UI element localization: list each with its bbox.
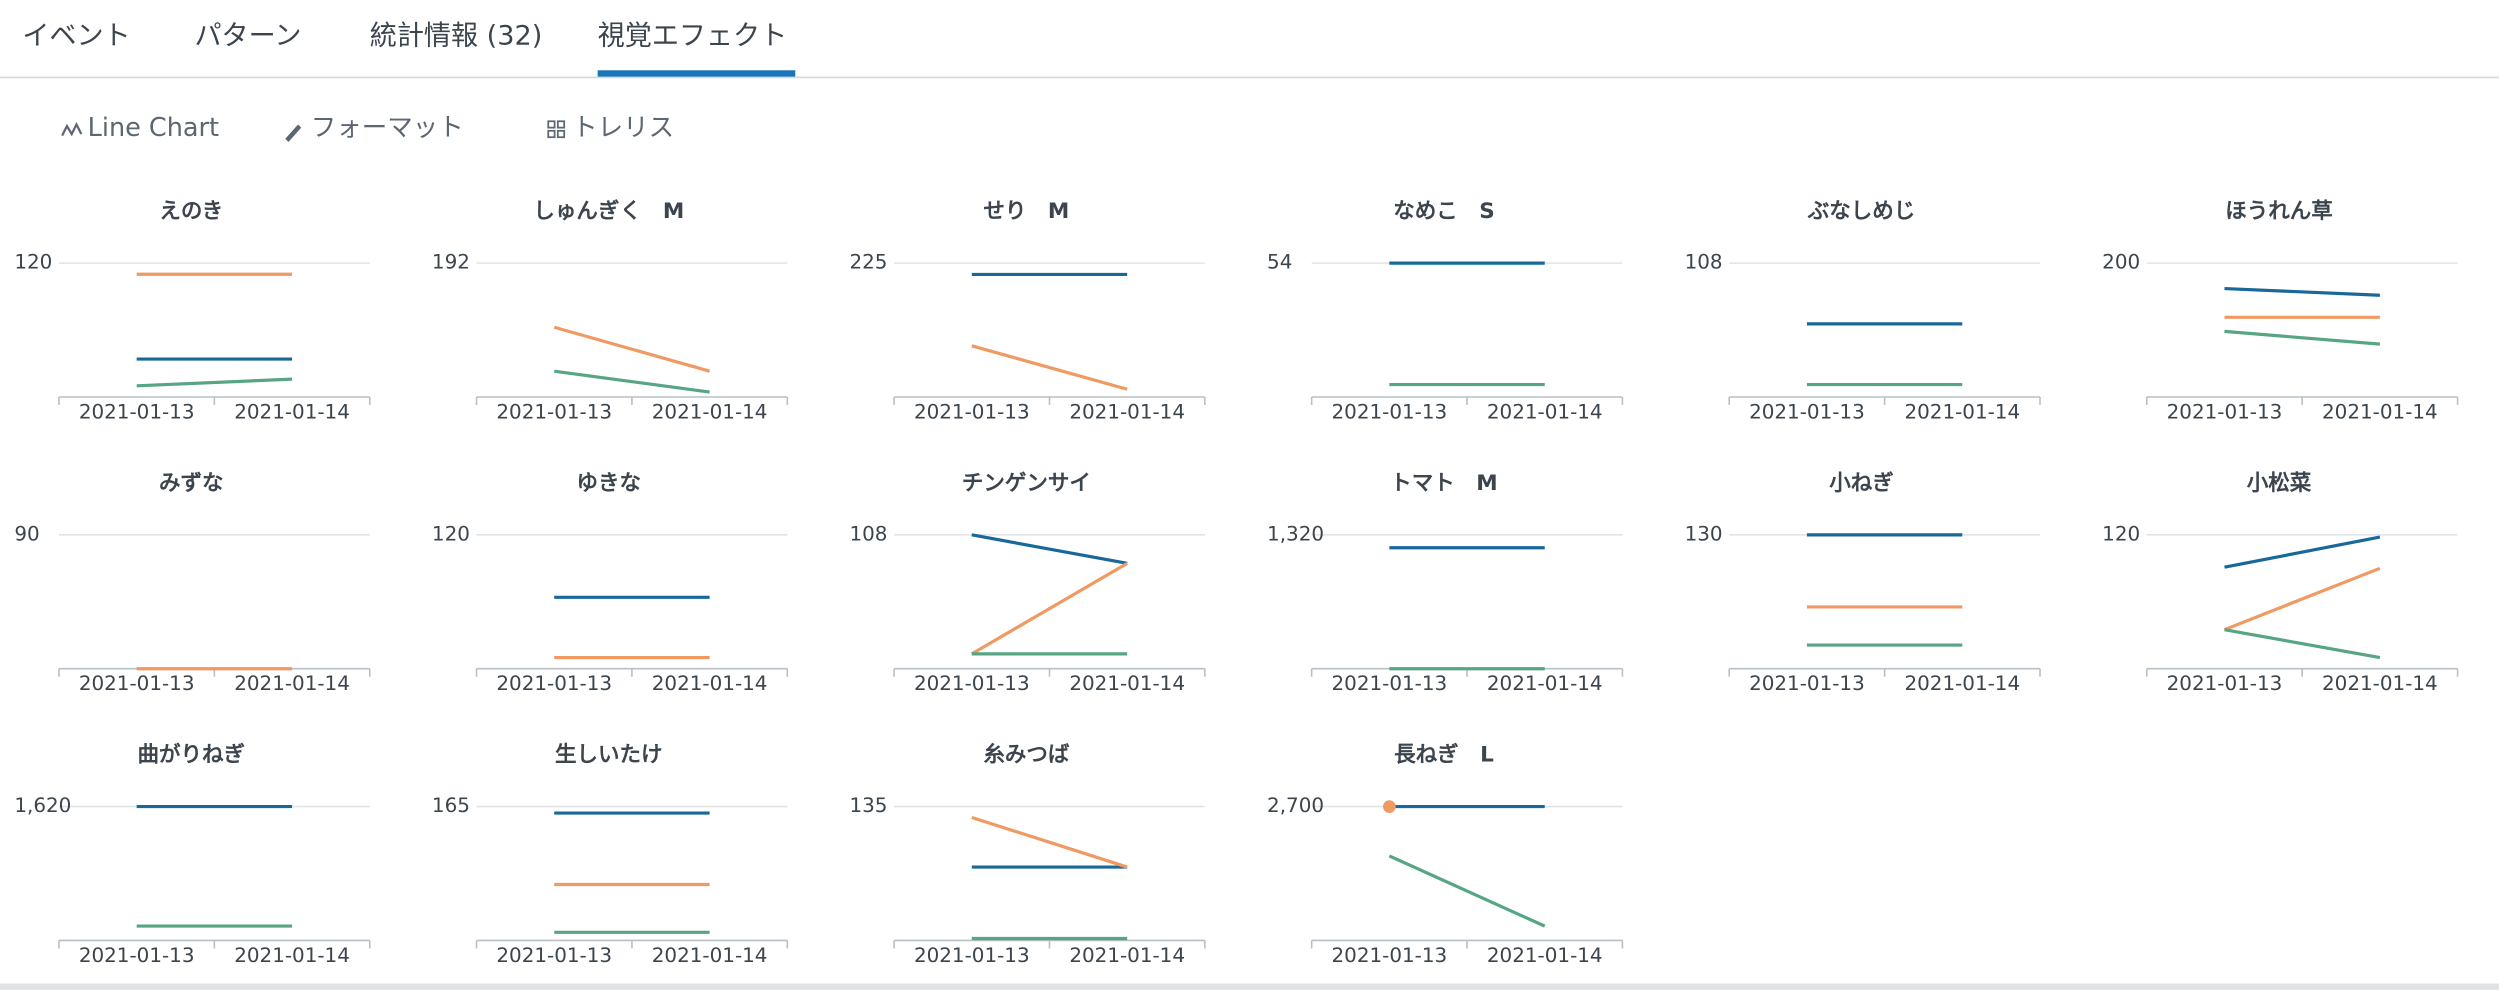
- data-line: [2223, 566, 2381, 632]
- x-tick-label: 2021-01-13: [496, 400, 612, 423]
- chart-title: なめこ S: [1393, 199, 1495, 224]
- data-line: [553, 325, 711, 373]
- x-tick-label: 2021-01-14: [2322, 400, 2438, 423]
- line-chart-icon: [61, 121, 83, 137]
- x-tick-label: 2021-01-13: [2167, 672, 2283, 695]
- y-tick-label: 120: [2102, 522, 2140, 545]
- x-tick-label: 2021-01-13: [1749, 400, 1865, 423]
- x-tick-label: 2021-01-14: [1069, 944, 1185, 967]
- data-line: [2224, 286, 2380, 297]
- x-tick-label: 2021-01-14: [1904, 672, 2020, 695]
- active-tab-indicator: [597, 70, 796, 77]
- x-tick-label: 2021-01-14: [234, 672, 350, 695]
- x-tick-label: 2021-01-14: [1487, 400, 1603, 423]
- y-tick-label: 120: [432, 522, 470, 545]
- chart-title: しゅんぎく M: [533, 198, 684, 224]
- tab[interactable]: イベント: [22, 20, 130, 51]
- x-tick-label: 2021-01-14: [1904, 400, 2020, 423]
- data-line: [971, 815, 1128, 869]
- y-tick-label: 108: [849, 522, 887, 545]
- x-tick-label: 2021-01-13: [914, 400, 1030, 423]
- y-tick-label: 225: [849, 251, 887, 274]
- x-tick-label: 2021-01-13: [79, 944, 195, 967]
- chart-title: ぶなしめじ: [1807, 199, 1916, 224]
- x-tick-label: 2021-01-13: [914, 672, 1030, 695]
- x-tick-label: 2021-01-13: [79, 400, 195, 423]
- x-tick-label: 2021-01-13: [496, 672, 612, 695]
- y-tick-label: 2,700: [1267, 794, 1324, 817]
- x-tick-label: 2021-01-14: [652, 400, 768, 423]
- x-tick-label: 2021-01-14: [652, 944, 768, 967]
- data-line: [136, 377, 293, 388]
- y-tick-label: 1,620: [14, 794, 71, 817]
- toolbar-button[interactable]: トレリス: [572, 113, 674, 143]
- x-tick-label: 2021-01-14: [2322, 672, 2438, 695]
- data-line: [2224, 535, 2381, 569]
- x-tick-label: 2021-01-13: [79, 672, 195, 695]
- y-tick-label: 200: [2102, 251, 2140, 274]
- tab[interactable]: パターン: [194, 20, 301, 51]
- x-tick-label: 2021-01-13: [1749, 672, 1865, 695]
- x-tick-label: 2021-01-13: [914, 944, 1030, 967]
- x-tick-label: 2021-01-13: [1332, 944, 1448, 967]
- y-tick-label: 192: [432, 251, 470, 274]
- trellis-icon: [547, 120, 566, 139]
- chart-title: ほうれん草: [2225, 198, 2333, 224]
- toolbar-button[interactable]: フォーマット: [311, 113, 464, 143]
- chart-title: 糸みつば: [983, 743, 1070, 768]
- y-tick-label: 165: [432, 794, 470, 817]
- y-tick-label: 120: [14, 251, 52, 274]
- x-tick-label: 2021-01-14: [234, 400, 350, 423]
- x-tick-label: 2021-01-14: [652, 672, 768, 695]
- chart-title: トマト M: [1390, 471, 1497, 496]
- x-tick-label: 2021-01-14: [1487, 672, 1603, 695]
- chart-title: 小松菜: [2247, 471, 2312, 496]
- format-icon: [285, 124, 302, 142]
- toolbar-button[interactable]: Line Chart: [88, 113, 219, 143]
- data-line: [1388, 854, 1546, 928]
- data-line: [971, 533, 1128, 565]
- data-line: [971, 344, 1128, 391]
- x-tick-label: 2021-01-13: [1332, 672, 1448, 695]
- chart-title: みずな: [159, 471, 224, 496]
- chart-title: チンゲンサイ: [962, 471, 1091, 496]
- chart-title: 長ねぎ L: [1394, 742, 1494, 768]
- data-line: [2224, 329, 2380, 346]
- chart-title: 小ねぎ: [1829, 470, 1894, 496]
- chart-title: 曲がりねぎ: [137, 742, 245, 768]
- chart-title: 生しいたけ: [555, 743, 663, 768]
- tab[interactable]: 統計情報 (32): [370, 20, 543, 51]
- data-line: [2224, 628, 2381, 660]
- x-tick-label: 2021-01-14: [1069, 400, 1185, 423]
- chart-title: せり M: [983, 199, 1069, 224]
- chart-title: えのき: [159, 199, 223, 224]
- data-line: [970, 561, 1128, 656]
- data-line: [554, 369, 710, 394]
- x-tick-label: 2021-01-14: [234, 944, 350, 967]
- x-tick-label: 2021-01-13: [1332, 400, 1448, 423]
- y-tick-label: 108: [1685, 251, 1723, 274]
- x-tick-label: 2021-01-13: [2167, 400, 2283, 423]
- y-tick-label: 1,320: [1267, 522, 1324, 545]
- x-tick-label: 2021-01-14: [1487, 944, 1603, 967]
- y-tick-label: 54: [1267, 251, 1292, 274]
- data-point: [1382, 800, 1396, 813]
- scrollbar: [0, 983, 2499, 990]
- tab[interactable]: 視覚エフェクト: [598, 20, 788, 51]
- chart-title: ゆきな: [577, 471, 642, 496]
- y-tick-label: 130: [1685, 522, 1723, 545]
- x-tick-label: 2021-01-13: [496, 944, 612, 967]
- y-tick-label: 135: [849, 794, 887, 817]
- x-tick-label: 2021-01-14: [1069, 672, 1185, 695]
- y-tick-label: 90: [14, 522, 39, 545]
